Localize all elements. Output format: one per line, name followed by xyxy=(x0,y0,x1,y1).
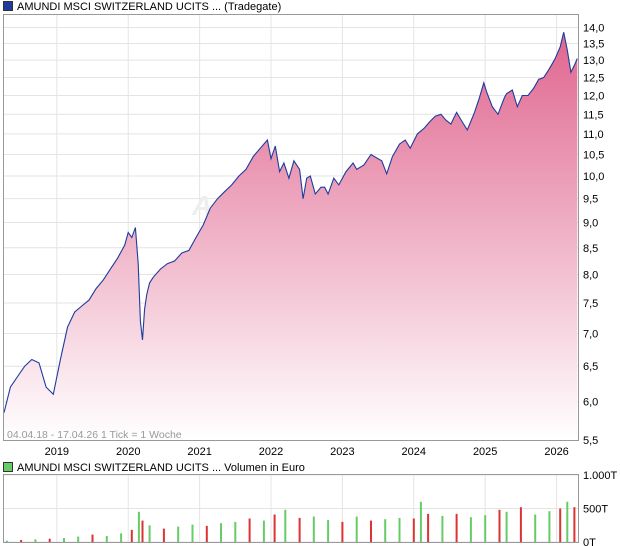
volume-bars xyxy=(5,501,576,543)
volume-grid xyxy=(4,474,578,543)
volume-bar xyxy=(327,519,330,542)
volume-bar xyxy=(191,524,194,542)
price-y-tick-label: 11,5 xyxy=(583,109,604,121)
volume-bar xyxy=(234,521,237,542)
chart-info-text: 04.04.18 - 17.04.26 1 Tick = 1 Woche xyxy=(7,429,182,441)
price-legend-swatch xyxy=(3,1,13,11)
volume-bar xyxy=(130,529,133,542)
volume-chart: 1.000T 500T 0T xyxy=(3,470,618,546)
volume-bar xyxy=(162,528,165,542)
volume-bar xyxy=(559,508,562,542)
volume-legend: AMUNDI MSCI SWITZERLAND UCITS ... Volume… xyxy=(3,461,305,475)
volume-bar xyxy=(262,520,265,542)
price-y-tick-label: 11,0 xyxy=(583,129,604,141)
price-area xyxy=(4,32,578,440)
volume-bar xyxy=(519,507,522,542)
price-y-tick-label: 6,0 xyxy=(583,397,598,409)
volume-bar xyxy=(419,501,422,542)
volume-bar xyxy=(34,539,37,542)
volume-plot-frame xyxy=(3,474,579,543)
price-legend-label: AMUNDI MSCI SWITZERLAND UCITS ... (Trade… xyxy=(17,1,282,13)
price-y-tick-label: 10,5 xyxy=(583,149,604,161)
volume-bar xyxy=(355,516,358,542)
price-y-tick-label: 9,5 xyxy=(583,194,598,206)
volume-bar xyxy=(505,511,508,542)
price-x-tick-label: 2022 xyxy=(259,446,283,458)
volume-bar xyxy=(91,534,94,542)
price-y-tick-label: 14,0 xyxy=(583,22,604,34)
price-y-axis: 14,0 13,5 13,0 12,5 12,0 11,5 11,0 10,5 10,0 9,5 9… xyxy=(583,22,604,447)
price-y-tick-label: 13,5 xyxy=(583,38,604,50)
watermark: A xyxy=(191,190,212,221)
volume-bar xyxy=(484,515,487,542)
volume-bar xyxy=(120,533,123,542)
price-x-axis: 2019 2020 2021 2022 2023 2024 2025 2026 xyxy=(45,446,569,458)
price-y-tick-label: 6,5 xyxy=(583,361,598,373)
price-y-tick-label: 12,0 xyxy=(583,91,604,103)
price-y-tick-label: 7,0 xyxy=(583,329,598,341)
volume-y-tick-label: 1.000T xyxy=(583,470,618,482)
price-y-tick-label: 13,0 xyxy=(583,55,604,67)
volume-bar xyxy=(398,517,401,542)
volume-bar xyxy=(534,514,537,542)
price-line xyxy=(3,32,578,413)
price-x-tick-label: 2025 xyxy=(473,446,497,458)
volume-bar xyxy=(205,525,208,542)
price-x-tick-label: 2020 xyxy=(116,446,140,458)
price-y-tick-label: 8,0 xyxy=(583,270,598,282)
volume-bar xyxy=(273,514,276,542)
volume-bar xyxy=(220,523,222,542)
volume-bar xyxy=(20,540,23,542)
volume-bar xyxy=(573,507,576,542)
volume-bar xyxy=(298,517,301,542)
price-chart: A 14,0 13,5 13,0 12,5 12,0 11,5 11,0 10,5 10,0 9,… xyxy=(3,14,604,458)
volume-bar xyxy=(548,511,551,542)
volume-bar xyxy=(441,515,444,542)
volume-bar xyxy=(312,516,315,542)
price-plot-frame xyxy=(3,14,579,441)
volume-bar xyxy=(455,513,458,542)
price-x-tick-label: 2024 xyxy=(402,446,426,458)
volume-bar xyxy=(469,517,472,542)
price-legend: AMUNDI MSCI SWITZERLAND UCITS ... (Trade… xyxy=(3,0,281,14)
volume-bar xyxy=(284,509,287,542)
volume-bar xyxy=(370,520,372,542)
volume-legend-label: AMUNDI MSCI SWITZERLAND UCITS ... Volume… xyxy=(17,462,305,474)
price-x-tick-label: 2019 xyxy=(45,446,69,458)
volume-bar xyxy=(77,536,80,542)
volume-bar xyxy=(498,509,501,542)
volume-bar xyxy=(566,501,569,542)
volume-y-tick-label: 0T xyxy=(583,537,596,546)
price-x-tick-label: 2021 xyxy=(187,446,211,458)
volume-bar xyxy=(412,518,415,542)
price-y-tick-label: 12,5 xyxy=(583,72,604,84)
volume-bar xyxy=(5,540,8,542)
volume-bar xyxy=(48,538,51,542)
volume-bar xyxy=(63,538,65,542)
volume-bar xyxy=(177,526,180,542)
volume-bar xyxy=(341,521,344,542)
volume-bar xyxy=(148,525,151,543)
volume-bar xyxy=(105,536,108,542)
volume-bar xyxy=(248,518,251,542)
volume-y-axis: 1.000T 500T 0T xyxy=(583,470,618,546)
price-y-tick-label: 10,0 xyxy=(583,171,604,183)
price-y-tick-label: 7,5 xyxy=(583,298,598,310)
volume-bar xyxy=(137,511,140,542)
price-x-tick-label: 2023 xyxy=(330,446,354,458)
volume-bar xyxy=(384,519,387,542)
price-y-tick-label: 5,5 xyxy=(583,435,598,447)
price-y-tick-label: 9,0 xyxy=(583,218,598,230)
volume-legend-swatch xyxy=(3,462,13,472)
price-y-tick-label: 8,5 xyxy=(583,243,598,255)
volume-y-tick-label: 500T xyxy=(583,504,608,516)
volume-bar xyxy=(427,513,430,542)
price-x-tick-label: 2026 xyxy=(544,446,568,458)
volume-bar xyxy=(141,520,144,542)
